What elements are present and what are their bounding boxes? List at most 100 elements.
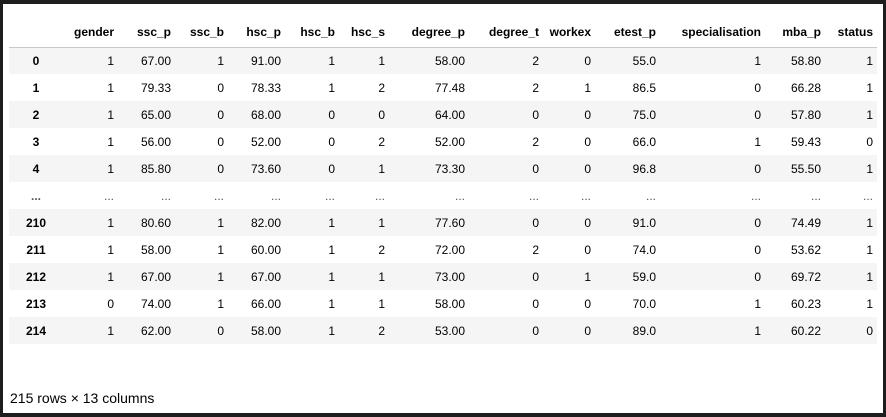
table-row: 212 1 67.00 1 67.00 1 1 73.00 0 1 59.0 0 69.72 1 (9, 263, 877, 290)
table-row: 0 1 67.00 1 91.00 1 1 58.00 2 0 55.0 1 58.80 1 (9, 47, 877, 74)
table-cell: 2 (378, 134, 385, 149)
table-cell: 67.00 (140, 269, 171, 284)
row-index-cell: 212 (25, 269, 47, 284)
table-cell: 1 (107, 242, 114, 257)
table-cell: 1 (328, 323, 335, 338)
table-cell: 66.00 (250, 296, 281, 311)
header-cell: hsc_b (285, 18, 339, 48)
row-index-cell: 3 (32, 134, 40, 149)
table-cell: 0 (378, 107, 385, 122)
table-cell: 0 (584, 161, 591, 176)
table-cell: 1 (378, 296, 385, 311)
table-cell: 1 (328, 80, 335, 95)
header-cell: mba_p (765, 18, 825, 48)
table-cell: ... (645, 188, 656, 203)
table-cell: 69.72 (790, 269, 821, 284)
table-cell: ... (270, 188, 281, 203)
table-cell: 1 (328, 269, 335, 284)
row-index-cell: 4 (32, 161, 40, 176)
table-cell: 59.43 (790, 134, 821, 149)
dataframe-table-wrapper: gender ssc_p ssc_b hsc_p hsc_b hsc_s deg… (9, 18, 877, 344)
table-cell: 0 (532, 296, 539, 311)
row-index-cell: 0 (32, 53, 40, 68)
table-body: 0 1 67.00 1 91.00 1 1 58.00 2 0 55.0 1 58.80 1 1 1 79.33… (9, 47, 877, 344)
row-index-cell: 214 (25, 323, 47, 338)
table-cell: 0 (217, 107, 224, 122)
table-cell: 1 (754, 134, 761, 149)
table-cell: 1 (328, 296, 335, 311)
table-cell: 1 (328, 53, 335, 68)
table-cell: 80.60 (140, 215, 171, 230)
table-cell: 0 (107, 296, 114, 311)
table-cell: 1 (328, 215, 335, 230)
table-cell: 67.00 (250, 269, 281, 284)
table-cell: 57.80 (790, 107, 821, 122)
table-cell: 1 (107, 323, 114, 338)
table-cell: 96.8 (632, 161, 656, 176)
row-index-cell: 213 (25, 296, 47, 311)
table-cell: 0 (328, 107, 335, 122)
table-cell: 60.23 (790, 296, 821, 311)
table-cell: 1 (866, 80, 873, 95)
table-cell: 72.00 (434, 242, 465, 257)
table-row: 2 1 65.00 0 68.00 0 0 64.00 0 0 75.0 0 57.80 1 (9, 101, 877, 128)
table-cell: 0 (532, 215, 539, 230)
table-cell: ... (160, 188, 171, 203)
table-cell: 0 (754, 215, 761, 230)
table-cell: 2 (378, 242, 385, 257)
header-cell: specialisation (660, 18, 765, 48)
table-cell: 0 (584, 296, 591, 311)
table-cell: 85.80 (140, 161, 171, 176)
table-cell: 64.00 (434, 107, 465, 122)
table-header-row: gender ssc_p ssc_b hsc_p hsc_b hsc_s deg… (9, 18, 877, 48)
table-cell: 73.30 (434, 161, 465, 176)
table-cell: ... (750, 188, 761, 203)
header-cell: hsc_s (339, 18, 389, 48)
row-index-cell: ... (30, 188, 41, 203)
header-cell (9, 18, 63, 48)
table-cell: 0 (866, 323, 873, 338)
table-cell: 2 (532, 242, 539, 257)
table-row: 213 0 74.00 1 66.00 1 1 58.00 0 0 70.0 1 60.23 1 (9, 290, 877, 317)
table-cell: ... (213, 188, 224, 203)
table-cell: 2 (378, 80, 385, 95)
header-cell: ssc_b (175, 18, 228, 48)
table-cell: 0 (328, 134, 335, 149)
header-cell: workex (543, 18, 595, 48)
table-cell: 0 (866, 134, 873, 149)
table-cell: 2 (532, 134, 539, 149)
table-cell: 0 (754, 269, 761, 284)
table-cell: 75.0 (632, 107, 656, 122)
table-cell: 1 (217, 215, 224, 230)
table-cell: 1 (866, 107, 873, 122)
table-row: ........................................… (9, 182, 877, 209)
table-cell: 1 (107, 107, 114, 122)
table-row: 1 1 79.33 0 78.33 1 2 77.48 2 1 86.5 0 66.28 1 (9, 74, 877, 101)
table-cell: 1 (866, 161, 873, 176)
table-cell: 1 (107, 161, 114, 176)
table-cell: 58.00 (140, 242, 171, 257)
table-cell: ... (103, 188, 114, 203)
table-cell: 53.00 (434, 323, 465, 338)
table-cell: 86.5 (632, 80, 656, 95)
table-cell: 79.33 (140, 80, 171, 95)
table-cell: 73.00 (434, 269, 465, 284)
table-cell: 1 (584, 269, 591, 284)
table-row: 210 1 80.60 1 82.00 1 1 77.60 0 0 91.0 0 74.49 1 (9, 209, 877, 236)
table-cell: 89.0 (632, 323, 656, 338)
table-cell: 1 (754, 296, 761, 311)
table-cell: 67.00 (140, 53, 171, 68)
table-cell: 58.00 (250, 323, 281, 338)
table-cell: 73.60 (250, 161, 281, 176)
table-cell: 1 (754, 323, 761, 338)
table-cell: 74.0 (632, 242, 656, 257)
table-cell: 0 (584, 107, 591, 122)
table-cell: 0 (217, 134, 224, 149)
table-cell: ... (862, 188, 873, 203)
table-cell: 74.00 (140, 296, 171, 311)
table-cell: 62.00 (140, 323, 171, 338)
table-cell: 0 (217, 80, 224, 95)
table-cell: ... (324, 188, 335, 203)
table-cell: 1 (378, 161, 385, 176)
header-cell: etest_p (595, 18, 660, 48)
